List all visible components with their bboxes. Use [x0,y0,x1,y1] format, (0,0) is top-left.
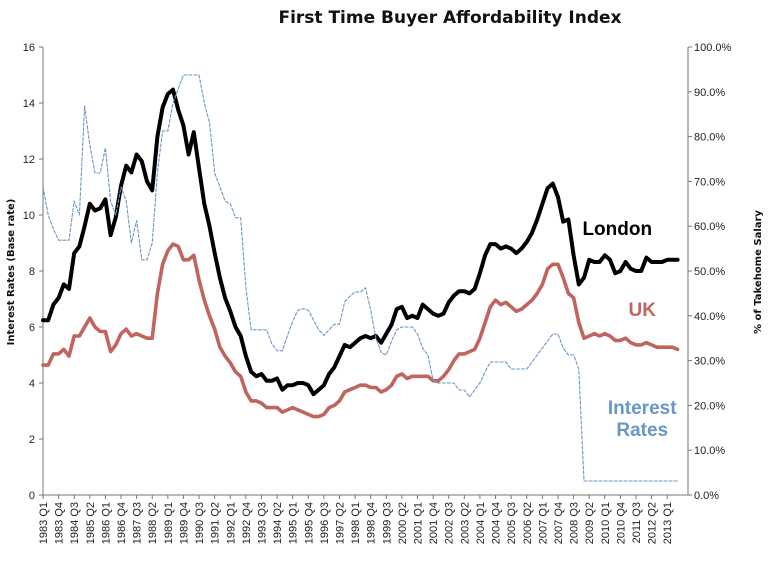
x-tick-label: 2012 Q2 [647,502,659,544]
x-tick-label: 1985 Q2 [85,502,97,544]
y-left-tick-label: 2 [29,434,35,446]
x-tick-label: 1987 Q3 [132,502,144,544]
x-tick-label: 1994 Q2 [272,502,284,544]
x-tick-label: 1993 Q3 [256,502,268,544]
y-axis-right-label: % of Takehome Salary [753,210,764,334]
y-right-tick-label: 80.0% [694,132,725,144]
x-tick-label: 1986 Q4 [116,502,128,544]
series-label-word: London [582,219,652,240]
y-left-tick-label: 14 [23,98,35,110]
x-tick-label: 2009 Q2 [584,502,596,544]
y-left-tick-label: 16 [23,42,35,54]
x-tick-label: 2002 Q3 [444,502,456,544]
y-right-tick-label: 100.0% [694,42,732,54]
series-line-uk [41,242,680,419]
x-tick-label: 2003 Q2 [459,502,471,544]
x-tick-label: 1989 Q1 [163,502,175,544]
x-tick-label: 1992 Q4 [241,502,253,544]
y-left-tick-label: 10 [23,210,35,222]
x-tick-label: 1997 Q2 [334,502,346,544]
x-tick-label: 1984 Q3 [69,502,81,544]
y-right-tick-label: 0.0% [694,490,719,502]
x-tick-label: 1995 Q1 [288,502,300,544]
chart-title: First Time Buyer Affordability Index [278,8,621,28]
y-right-tick-label: 90.0% [694,87,725,99]
x-tick-label: 1986 Q1 [100,502,112,544]
x-tick-label: 1996 Q3 [319,502,331,544]
plot-area [41,74,680,482]
x-tick-label: 2005 Q3 [506,502,518,544]
y-right-tick-label: 50.0% [694,266,725,278]
x-tick-label: 2007 Q4 [553,502,565,544]
x-tick-label: 1983 Q1 [38,502,50,544]
series-label-london: London [582,219,652,240]
y-left-tick-label: 4 [29,378,35,390]
x-tick-label: 2006 Q2 [522,502,534,544]
x-tick-label: 1983 Q4 [54,502,66,544]
x-tick-label: 2007 Q1 [537,502,549,544]
x-tick-label: 2013 Q1 [662,502,674,544]
x-tick-label: 2011 Q3 [631,502,643,543]
y-left-tick-label: 8 [29,266,35,278]
series-label-word: UK [628,300,656,321]
series-line-interest-rates [42,74,679,482]
x-tick-label: 2010 Q1 [600,502,612,544]
series-label-interest-rates: Interest Rates [608,398,677,441]
y-axis-left-label: Interest Rates (Base rate) [6,199,17,346]
x-tick-label: 2004 Q1 [475,502,487,544]
series-label-word: Interest [608,398,677,419]
x-tick-label: 2001 Q1 [413,502,425,544]
series-labels: London UK Interest Rates [582,219,677,441]
y-left-tick-label: 6 [29,322,35,334]
x-tick-label: 1990 Q3 [194,502,206,544]
chart-axes: 0 2 4 6 8 10 12 14 16 0.0% 10.0% 20.0% 30.0% 40.0% 50.… [23,42,732,544]
y-right-tick-label: 30.0% [694,356,725,368]
y-right-tick-label: 40.0% [694,311,725,323]
x-tick-label: 2008 Q3 [569,502,581,544]
series-label-word: Rates [616,420,668,441]
y-right-tick-label: 20.0% [694,400,725,412]
x-tick-label: 1988 Q2 [147,502,159,544]
series-label-uk: UK [628,300,656,321]
x-tick-label: 1991 Q2 [210,502,222,544]
y-right-tick-label: 60.0% [694,221,725,233]
x-tick-label: 2004 Q4 [491,502,503,544]
x-tick-label: 2000 Q2 [397,502,409,544]
x-tick-label: 1998 Q1 [350,502,362,544]
y-left-tick-label: 12 [23,154,35,166]
x-tick-label: 1999 Q3 [381,502,393,544]
x-tick-label: 1989 Q4 [178,502,190,544]
x-tick-label: 2010 Q4 [615,502,627,544]
y-right-tick-label: 70.0% [694,176,725,188]
x-tick-label: 1998 Q4 [366,502,378,544]
series-line-london [41,87,680,397]
x-tick-label: 1992 Q1 [225,502,237,544]
y-left-tick-label: 0 [29,490,35,502]
x-tick-label: 2001 Q4 [428,502,440,544]
x-tick-label: 1995 Q4 [303,502,315,544]
y-right-tick-label: 10.0% [694,445,725,457]
